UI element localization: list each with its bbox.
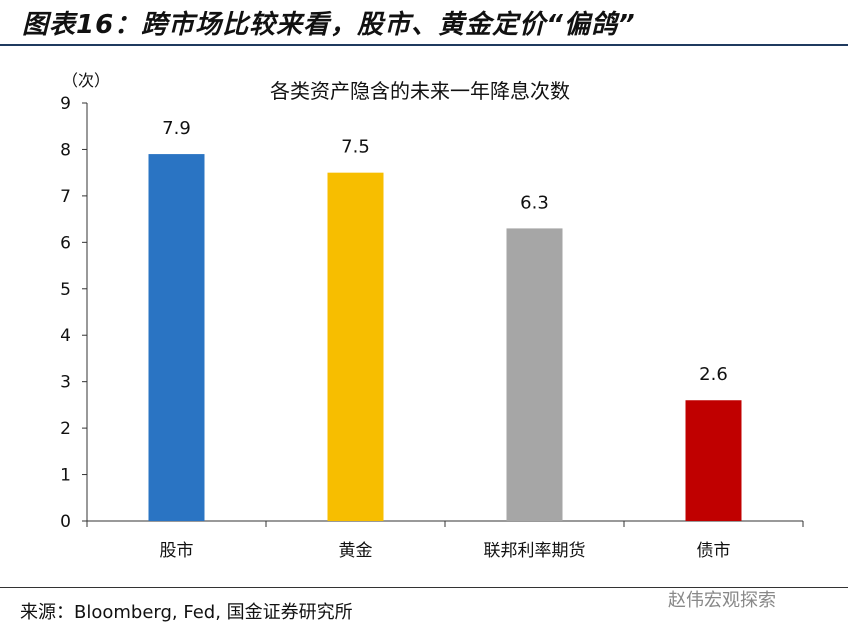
figure-title: 图表16：跨市场比较来看，股市、黄金定价“偏鸽” [22, 10, 636, 40]
y-tick-label: 3 [60, 373, 71, 393]
x-tick-label: 黄金 [339, 541, 373, 561]
data-label: 6.3 [520, 192, 549, 213]
y-tick-label: 1 [60, 466, 71, 486]
bar-2 [327, 172, 384, 521]
watermark: 赵伟宏观探索 [668, 590, 776, 611]
data-label: 7.5 [341, 137, 370, 158]
y-tick-label: 4 [60, 326, 71, 346]
x-tick-label: 股市 [160, 541, 194, 561]
title-divider [0, 44, 848, 46]
y-tick-label: 8 [60, 140, 71, 160]
y-tick-label: 7 [60, 187, 71, 207]
bar-4 [685, 400, 742, 521]
y-tick-label: 2 [60, 419, 71, 439]
bar-3 [506, 228, 563, 521]
y-axis-unit: （次） [62, 71, 110, 90]
x-tick-label: 联邦利率期货 [484, 541, 586, 561]
bar-chart: 各类资产隐含的未来一年降息次数 （次） 0 1 2 3 4 5 6 7 8 9 7.9 股市 7.5 黄金… [60, 71, 804, 561]
x-tick-label: 债市 [697, 541, 731, 561]
source-divider [0, 587, 848, 588]
y-tick-label: 0 [60, 512, 71, 532]
chart-title: 各类资产隐含的未来一年降息次数 [270, 79, 570, 103]
data-label: 2.6 [699, 364, 728, 385]
data-label: 7.9 [162, 118, 191, 139]
y-tick-label: 6 [60, 233, 71, 253]
y-tick-label: 5 [60, 280, 71, 300]
source-note: 来源：Bloomberg, Fed, 国金证券研究所 [20, 602, 353, 623]
y-tick-label: 9 [60, 94, 71, 114]
bar-1 [148, 154, 205, 521]
